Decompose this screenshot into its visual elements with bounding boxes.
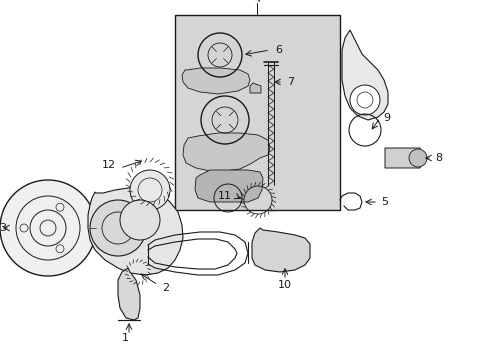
Text: 10: 10 (278, 280, 291, 290)
Polygon shape (88, 188, 183, 275)
Polygon shape (183, 133, 269, 172)
Polygon shape (118, 268, 140, 320)
Text: 4: 4 (253, 0, 260, 5)
Polygon shape (195, 170, 263, 202)
Text: 1: 1 (121, 333, 128, 343)
Text: 2: 2 (162, 283, 169, 293)
Text: 3: 3 (0, 223, 6, 233)
Polygon shape (249, 83, 261, 93)
Text: 5: 5 (380, 197, 387, 207)
Polygon shape (384, 148, 421, 168)
Circle shape (120, 200, 160, 240)
Text: 8: 8 (434, 153, 441, 163)
Text: 12: 12 (102, 160, 116, 170)
Text: 11: 11 (218, 191, 231, 201)
Bar (175, 15, 339, 210)
Polygon shape (182, 68, 249, 94)
Text: 6: 6 (274, 45, 282, 55)
Circle shape (90, 200, 146, 256)
Polygon shape (341, 30, 387, 120)
Text: 7: 7 (286, 77, 293, 87)
Circle shape (349, 85, 379, 115)
Text: 9: 9 (382, 113, 389, 123)
Circle shape (408, 149, 426, 167)
Polygon shape (251, 228, 309, 272)
Circle shape (130, 170, 170, 210)
Circle shape (0, 180, 96, 276)
